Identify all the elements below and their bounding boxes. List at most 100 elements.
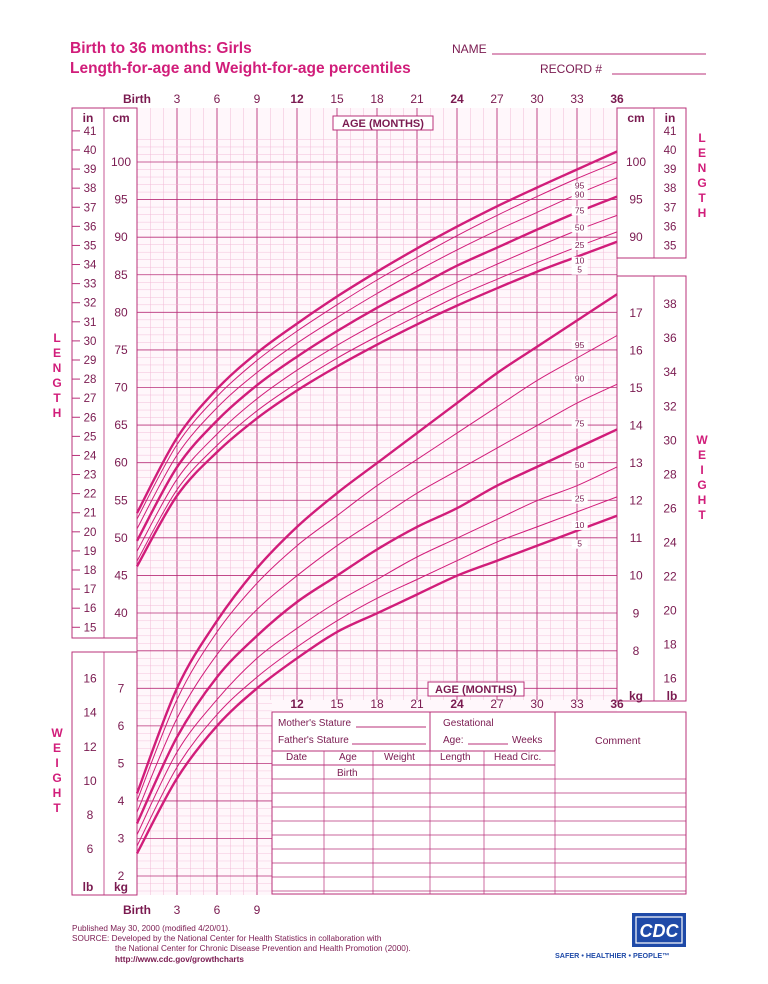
weight-lb-tick-left: 16	[83, 672, 97, 686]
weight-kg-tick-right: 8	[633, 644, 640, 658]
percentile-label: 90	[575, 374, 585, 384]
length-cm-tick-left: 95	[114, 193, 128, 207]
age-tick-top: 30	[530, 92, 544, 106]
length-in-tick-left: 25	[84, 431, 97, 443]
age-tick-middle: 24	[450, 697, 464, 711]
age-label-middle: AGE (MONTHS)	[435, 684, 517, 696]
percentile-label: 95	[575, 181, 585, 191]
weight-letter-left: I	[55, 756, 58, 770]
percentile-curve-weight-90	[136, 335, 618, 802]
length-cm-tick-right: 100	[626, 155, 646, 169]
percentile-label-bg	[571, 240, 588, 250]
length-in-tick-left: 18	[84, 565, 97, 577]
length-letter-left: H	[53, 406, 62, 420]
source-url[interactable]: http://www.cdc.gov/growthcharts	[115, 955, 244, 964]
length-letter-right: L	[698, 131, 705, 145]
left-length-scale-box	[71, 107, 138, 639]
length-cm-tick-left: 70	[114, 381, 128, 395]
age-tick-bottom: 9	[254, 903, 261, 917]
age-label-box-top	[332, 115, 434, 131]
percentile-label-bg	[571, 494, 588, 504]
record-form: Mother's Stature Father's Stature Gestat…	[271, 711, 687, 895]
age-tick-bottom: Birth	[123, 903, 151, 917]
weight-lb-tick-right: 38	[663, 297, 677, 311]
percentile-label: 50	[575, 460, 585, 470]
unit-kg-right: kg	[629, 689, 643, 703]
unit-in-left: in	[83, 111, 94, 125]
percentile-label: 10	[575, 256, 585, 266]
length-in-tick-left: 32	[84, 298, 97, 310]
length-in-tick-left: 31	[84, 317, 97, 329]
percentile-curve-length-95	[135, 150, 618, 514]
curve-layer	[135, 150, 618, 855]
percentile-label-bg	[571, 460, 588, 470]
length-cm-tick-right: 95	[629, 193, 643, 207]
length-in-tick-left: 26	[84, 412, 97, 424]
length-in-tick-left: 23	[84, 470, 97, 482]
age-tick-middle: 15	[330, 697, 344, 711]
percentile-curve-weight-25	[136, 466, 618, 835]
percentile-curve-length-5	[135, 240, 618, 567]
length-in-tick-right: 38	[664, 183, 677, 195]
age-tick-top: 36	[610, 92, 624, 106]
age-tick-middle: 36	[610, 697, 624, 711]
unit-lb-right: lb	[667, 689, 678, 703]
weight-lb-tick-left: 12	[83, 740, 97, 754]
weight-kg-tick-left: 2	[118, 869, 125, 883]
percentile-label-bg	[571, 265, 588, 275]
weight-letter-right: H	[698, 493, 707, 507]
percentile-curve-length-50	[135, 195, 618, 542]
percentile-label-bg	[571, 520, 588, 530]
weight-lb-tick-right: 28	[663, 467, 677, 481]
length-cm-tick-left: 75	[114, 343, 128, 357]
weight-kg-tick-left: 5	[118, 756, 125, 770]
right-length-scale-box	[616, 107, 687, 259]
percentile-label: 25	[575, 494, 585, 504]
length-in-tick-left: 34	[84, 260, 97, 272]
weight-lb-tick-right: 34	[663, 365, 677, 379]
age-tick-top: 9	[254, 92, 261, 106]
age-tick-top: 6	[214, 92, 221, 106]
percentile-curve-length-75	[136, 177, 618, 530]
age-tick-middle: 33	[570, 697, 584, 711]
age-label-top: AGE (MONTHS)	[342, 118, 424, 130]
weight-kg-tick-right: 15	[629, 381, 643, 395]
col-age: Age	[339, 752, 357, 763]
length-in-tick-left: 37	[84, 202, 97, 214]
percentile-label-bg	[571, 374, 588, 384]
length-letter-left: N	[53, 361, 62, 375]
percentile-label: 75	[575, 419, 585, 429]
length-cm-tick-left: 50	[114, 531, 128, 545]
percentile-label: 50	[575, 223, 585, 233]
unit-lb-left: lb	[83, 880, 94, 894]
length-in-tick-left: 21	[84, 508, 97, 520]
weight-kg-tick-right: 9	[633, 606, 640, 620]
length-cm-tick-left: 40	[114, 606, 128, 620]
weight-lb-tick-right: 22	[663, 570, 677, 584]
age-tick-top: 18	[370, 92, 384, 106]
percentile-label: 90	[575, 190, 585, 200]
age-tick-middle: 30	[530, 697, 544, 711]
weight-lb-tick-right: 30	[663, 433, 677, 447]
length-letter-right: H	[698, 206, 707, 220]
chart-title-line2: Length-for-age and Weight-for-age percen…	[70, 60, 411, 77]
weight-letter-left: G	[52, 771, 61, 785]
percentile-label: 75	[575, 205, 585, 215]
percentile-label-bg	[571, 181, 588, 191]
age-tick-top: 33	[570, 92, 584, 106]
weight-lb-tick-right: 36	[663, 331, 677, 345]
gestational-label: Gestational	[443, 718, 494, 729]
weight-lb-tick-right: 18	[663, 638, 677, 652]
weight-lb-tick-left: 8	[87, 808, 94, 822]
percentile-label-bg	[571, 206, 588, 216]
length-in-tick-right: 36	[664, 221, 677, 233]
age-tick-middle: 21	[410, 697, 424, 711]
age-label-box-middle	[427, 681, 525, 697]
length-in-tick-left: 33	[84, 279, 97, 291]
age-tick-top: Birth	[123, 92, 151, 106]
length-in-tick-left: 29	[84, 355, 97, 367]
weight-lb-tick-right: 20	[663, 604, 677, 618]
length-cm-tick-left: 80	[114, 305, 128, 319]
length-letter-left: G	[52, 376, 61, 390]
